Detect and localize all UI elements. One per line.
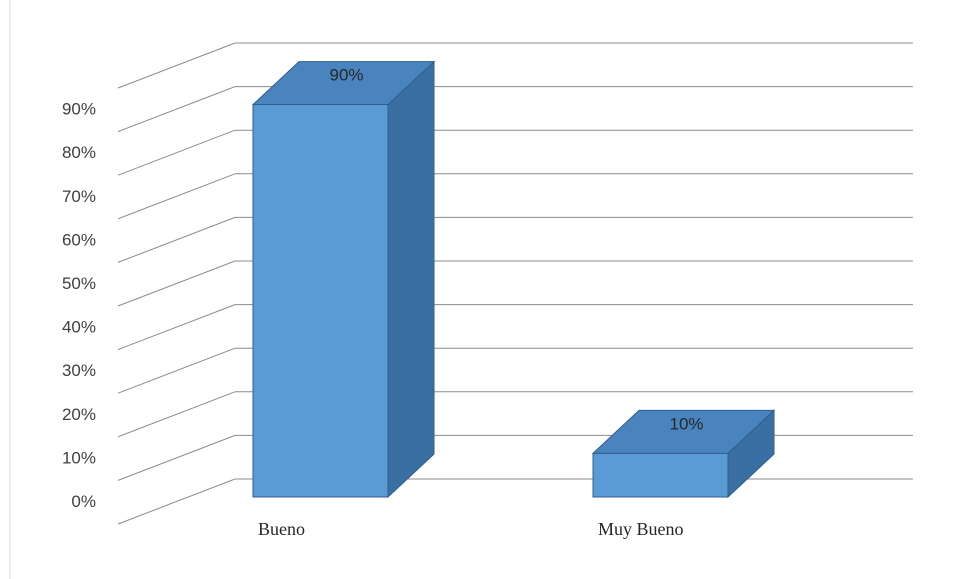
gridline-side bbox=[117, 216, 236, 263]
y-tick-label: 20% bbox=[62, 405, 96, 424]
y-tick-label: 0% bbox=[71, 492, 96, 511]
gridline-side bbox=[117, 42, 236, 89]
gridlines bbox=[117, 42, 913, 525]
y-tick-label: 40% bbox=[62, 318, 96, 337]
x-tick-label: Muy Bueno bbox=[598, 519, 684, 539]
bar-side-face bbox=[387, 60, 435, 499]
gridline-side bbox=[117, 434, 236, 481]
gridline-side bbox=[117, 347, 236, 394]
y-tick-label: 60% bbox=[62, 230, 96, 249]
gridline-side bbox=[117, 391, 236, 438]
data-label: 10% bbox=[669, 414, 703, 433]
y-tick-label: 70% bbox=[62, 187, 96, 206]
gridline-side bbox=[117, 304, 236, 351]
gridline-side bbox=[117, 173, 236, 220]
x-axis-tick-labels: Bueno Muy Bueno bbox=[258, 519, 684, 539]
bar-front-face bbox=[252, 104, 389, 498]
bar bbox=[251, 60, 436, 499]
data-labels: 90% 10% bbox=[329, 66, 703, 434]
gridline-side bbox=[117, 260, 236, 307]
y-tick-label: 50% bbox=[62, 274, 96, 293]
y-tick-label: 90% bbox=[62, 100, 96, 119]
y-tick-label: 30% bbox=[62, 361, 96, 380]
gridline-side bbox=[117, 129, 236, 176]
gridline-side bbox=[117, 86, 236, 133]
gridline-side bbox=[117, 478, 236, 525]
y-tick-label: 10% bbox=[62, 448, 96, 467]
bars bbox=[251, 60, 776, 499]
y-axis-tick-labels: 0% 10% 20% 30% 40% 50% 60% 70% 80% 90% bbox=[62, 100, 96, 511]
bar bbox=[591, 409, 776, 499]
data-label: 90% bbox=[329, 66, 363, 85]
y-tick-label: 80% bbox=[62, 143, 96, 162]
x-tick-label: Bueno bbox=[258, 519, 305, 539]
bar-front-face bbox=[592, 452, 729, 498]
